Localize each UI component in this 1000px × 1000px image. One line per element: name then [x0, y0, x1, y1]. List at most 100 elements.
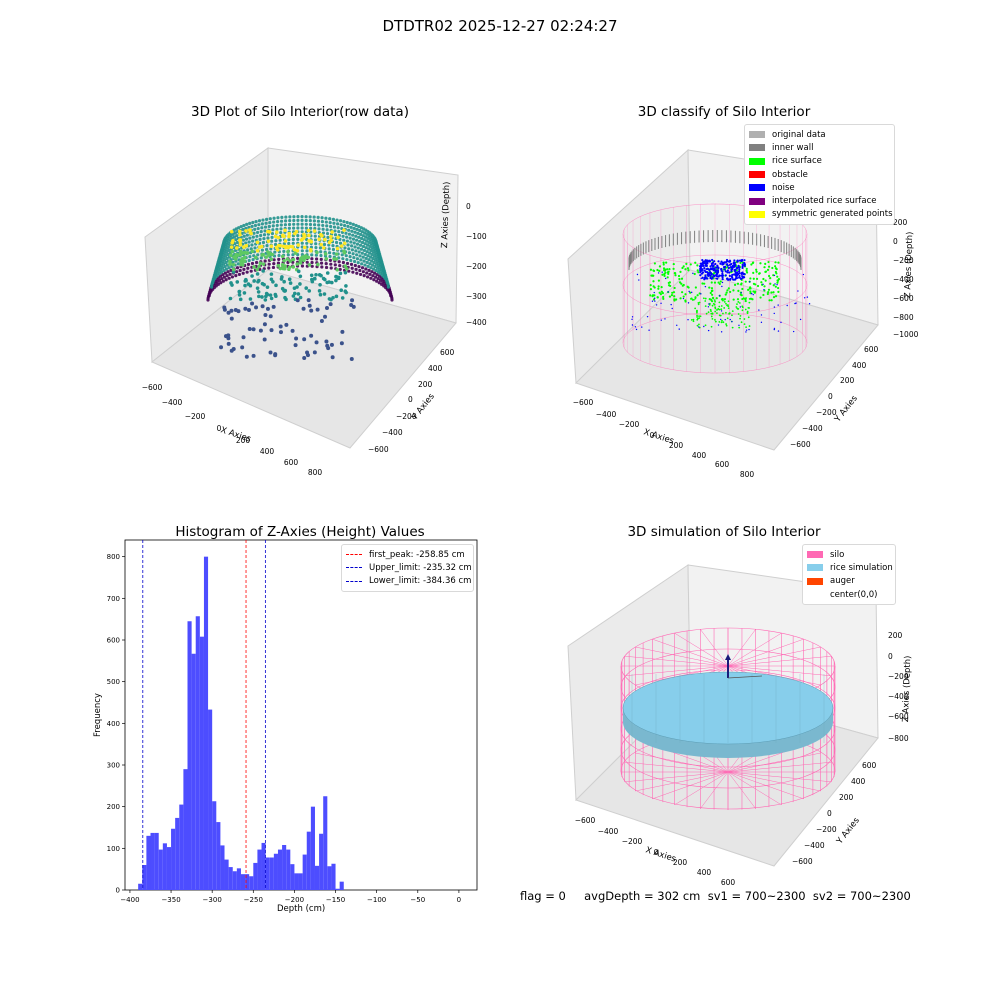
histogram-bar: [236, 868, 241, 890]
histogram-bar: [302, 854, 307, 890]
plot4-y-tick: 0: [827, 809, 832, 818]
histogram-bar: [294, 873, 299, 890]
plot2-x-tick: 600: [714, 460, 730, 469]
histogram-bar: [228, 867, 233, 890]
histogram-bar: [216, 822, 221, 890]
histogram-bar: [208, 709, 213, 890]
plot2-y-tick: −600: [790, 440, 811, 449]
histogram-bar: [245, 874, 250, 890]
y-tick-label: 100: [107, 845, 120, 853]
plot2-z-tick: −600: [893, 294, 914, 303]
plot1-z-tick: −300: [466, 292, 487, 301]
histogram-bar: [232, 871, 237, 890]
x-tick-label: −300: [203, 896, 222, 904]
plot4-x-tick: 200: [672, 858, 688, 867]
plot2-x-tick: 200: [668, 441, 684, 450]
plot2-x-tick: −400: [595, 410, 617, 419]
legend-item-rice-surface: rice surface: [749, 155, 890, 168]
plot2-x-tick: −200: [618, 420, 640, 429]
histogram-bar: [162, 843, 167, 890]
histogram-bar: [199, 636, 204, 890]
plot4-y-tick: −600: [792, 857, 813, 866]
histogram-bar: [273, 853, 278, 890]
plot4-x-tick: 0: [653, 848, 659, 857]
y-tick-label: 200: [107, 803, 120, 811]
histogram-bar: [257, 849, 262, 890]
plot1-y-tick: 400: [428, 364, 443, 373]
histogram-bar: [319, 833, 324, 890]
histogram-legend: first_peak: -258.85 cm Upper_limit: -235…: [341, 544, 474, 592]
histogram-bar: [240, 874, 246, 890]
histogram-bar: [286, 849, 291, 890]
histogram-bar: [335, 888, 340, 890]
legend-item-rice-simulation: rice simulation: [807, 561, 893, 574]
plot1-x-tick: −600: [141, 383, 163, 392]
plot4-y-tick: −200: [816, 825, 837, 834]
plot1-z-tick: 0: [466, 202, 471, 211]
x-tick-label: −150: [326, 896, 345, 904]
plot4-z-tick: −600: [888, 712, 909, 721]
histogram-bar: [146, 835, 151, 890]
plot2-y-tick: −200: [816, 408, 837, 417]
histogram-bar: [277, 849, 283, 890]
y-tick-label: 500: [107, 678, 120, 686]
plot1-y-tick: −600: [368, 445, 389, 454]
plot4-x-tick: −400: [597, 827, 619, 836]
x-tick-label: 0: [457, 896, 461, 904]
histogram-bar: [249, 876, 254, 890]
plot1-x-tick: 200: [235, 436, 251, 445]
histogram-bar: [171, 828, 176, 890]
legend-item-inner-wall: inner wall: [749, 141, 890, 154]
plot1-axes: [144, 147, 459, 449]
plot1-z-tick: −400: [466, 318, 487, 327]
figure-title: DTDTR02 2025-12-27 02:24:27: [382, 17, 618, 35]
histogram-bar: [212, 801, 217, 890]
plot2-y-tick: 0: [828, 392, 833, 401]
histogram-bar: [298, 873, 303, 890]
plot4-z-tick: −200: [888, 672, 909, 681]
plot1-y-tick: 600: [440, 348, 455, 357]
histogram-bar: [187, 621, 192, 890]
histogram-bar: [166, 847, 172, 890]
y-tick-label: 300: [107, 762, 120, 770]
plot4-z-tick: −400: [888, 692, 909, 701]
plot1-x-tick: −400: [161, 398, 183, 407]
x-tick-label: −350: [161, 896, 180, 904]
y-tick-label: 600: [107, 637, 120, 645]
histogram-bar: [175, 817, 180, 890]
plot1-x-tick: 800: [307, 468, 323, 477]
histogram-bar: [154, 832, 159, 890]
histogram-bar: [224, 859, 229, 890]
plot2-x-tick: −600: [572, 398, 594, 407]
legend-item-original-data: original data: [749, 128, 890, 141]
histogram-bar: [158, 849, 163, 890]
plot1-x-tick: 400: [259, 447, 275, 456]
plot1-z-tick: −100: [466, 232, 487, 241]
plot2-x-tick: 800: [739, 470, 755, 479]
plot2-z-tick: −200: [893, 256, 914, 265]
plot4-y-tick: 200: [839, 793, 854, 802]
plot2-y-tick: −400: [802, 424, 823, 433]
plot4-legend: silo rice simulation auger center(0,0): [802, 544, 896, 606]
legend-item-upper-limit: Upper_limit: -235.32 cm: [346, 561, 472, 574]
histogram-bar: [261, 842, 266, 890]
plot4-x-tick: −600: [574, 816, 596, 825]
histogram-bar: [220, 845, 225, 890]
y-tick-label: 400: [107, 720, 120, 728]
plot2-title: 3D classify of Silo Interior: [637, 104, 811, 120]
histogram-bar: [138, 883, 143, 890]
status-footer: flag = 0 avgDepth = 302 cm sv1 = 700~230…: [520, 889, 911, 903]
histogram-bar: [203, 556, 209, 890]
plot4-z-tick: 0: [888, 652, 893, 661]
plot4-x-tick: 400: [696, 868, 712, 877]
plot2-x-tick: 400: [691, 451, 707, 460]
legend-item-center: center(0,0): [830, 589, 878, 600]
plot1-x-tick: 0: [216, 424, 222, 433]
legend-item-noise: noise: [749, 181, 890, 194]
histogram-bar: [327, 866, 332, 890]
plot1-y-tick: −200: [396, 412, 417, 421]
plot2-z-tick: −400: [893, 275, 914, 284]
legend-item-lower-limit: Lower_limit: -384.36 cm: [346, 575, 471, 588]
plot2-z-tick: −800: [893, 313, 914, 322]
plot4-x-tick: 600: [720, 878, 736, 887]
